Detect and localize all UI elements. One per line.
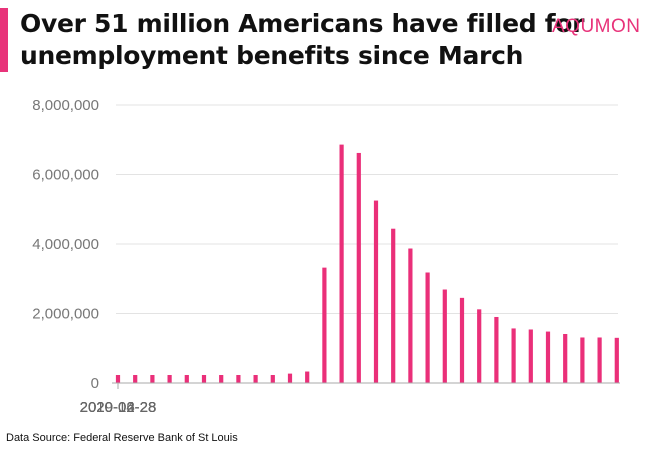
chart-title: Over 51 million Americans have filled fo…	[20, 8, 585, 72]
title-accent-bar	[0, 8, 8, 72]
bar	[356, 152, 361, 383]
bar	[150, 375, 155, 383]
bar	[391, 228, 396, 383]
bar	[287, 373, 293, 383]
bar	[614, 337, 619, 383]
bar	[545, 331, 551, 383]
x-axis	[112, 382, 620, 389]
x-tick-label: 2020-02-28	[80, 399, 157, 416]
bar	[563, 334, 568, 383]
y-tick-label: 2,000,000	[32, 306, 99, 323]
bar	[494, 316, 499, 383]
y-tick-label: 8,000,000	[32, 97, 99, 114]
bar	[442, 289, 447, 383]
y-axis-ticks: 0 2,000,000 4,000,000 6,000,000 8,000,000	[32, 97, 99, 392]
bar	[201, 375, 207, 383]
bar	[322, 267, 327, 383]
x-tick-label: 2020-06-28	[80, 399, 157, 416]
y-tick-label: 0	[91, 375, 99, 392]
data-source-note: Data Source: Federal Reserve Bank of St …	[6, 432, 238, 444]
bar	[184, 375, 189, 383]
x-tick-label: 2019-12-28	[80, 399, 157, 416]
chart-title-line-1: Over 51 million Americans have filled fo…	[20, 9, 585, 38]
bar	[236, 375, 241, 383]
bar	[425, 272, 430, 383]
bar	[339, 144, 344, 383]
y-tick-label: 6,000,000	[32, 167, 99, 184]
bar	[305, 371, 310, 383]
bar	[580, 337, 585, 383]
x-tick-label: 2020-04-28	[80, 399, 157, 416]
bar	[459, 297, 465, 383]
bar	[597, 337, 602, 383]
bar	[373, 200, 379, 383]
gridlines	[116, 104, 618, 314]
aqumon-logo: AQUMON	[552, 16, 641, 37]
bar	[253, 375, 258, 383]
bar	[408, 248, 413, 383]
bar	[133, 375, 138, 383]
bar	[270, 375, 275, 383]
bar	[115, 375, 121, 383]
y-tick-label: 4,000,000	[32, 236, 99, 253]
chart-title-line-2: unemployment benefits since March	[20, 41, 524, 70]
bar	[219, 375, 224, 383]
bar	[477, 309, 482, 383]
bar	[528, 329, 533, 383]
bar	[511, 328, 516, 383]
bars	[115, 144, 619, 383]
bar	[167, 375, 172, 383]
